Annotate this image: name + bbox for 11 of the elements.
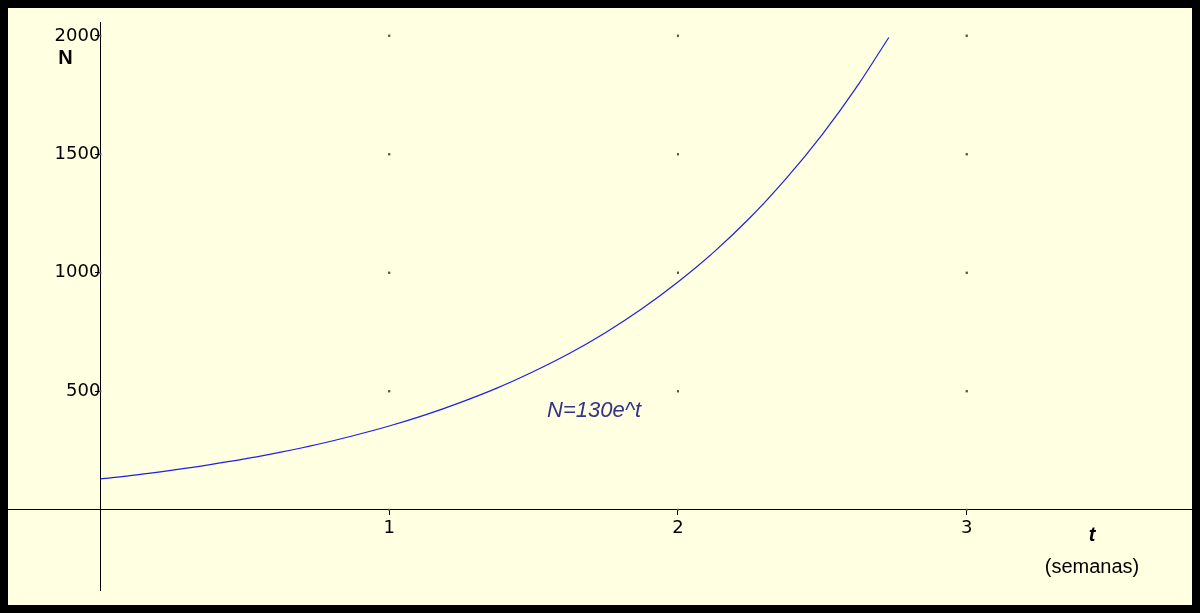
line-series: [99, 36, 890, 480]
y-tick-label: 1000: [54, 260, 101, 282]
x-axis-title: t (semanas): [1044, 523, 1140, 578]
x-tick-label: 3: [961, 516, 973, 538]
y-tick-label: 2000: [54, 23, 101, 45]
y-tick-label: 1500: [54, 141, 101, 163]
y-tick-label: 500: [66, 378, 101, 400]
x-tick-label: 2: [672, 516, 684, 538]
annotation: N=130e^t: [547, 397, 643, 423]
x-tick-label: 1: [383, 516, 395, 538]
y-axis-title: N: [58, 45, 73, 68]
